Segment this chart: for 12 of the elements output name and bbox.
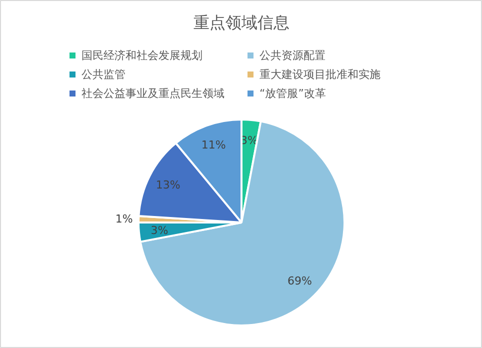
legend-label: 重大建设项目批准和实施: [260, 68, 380, 81]
chart-title: 重点领域信息: [194, 13, 290, 32]
legend-label: 社会公益事业及重点民生领域: [82, 87, 224, 100]
legend-label: 国民经济和社会发展规划: [82, 49, 202, 62]
data-label: 69%: [288, 274, 312, 288]
data-label: 1%: [115, 212, 133, 226]
data-label: 13%: [156, 178, 180, 192]
data-label: 3%: [150, 224, 168, 237]
legend-label: “放管服”改革: [260, 87, 326, 100]
data-label: 11%: [201, 138, 226, 152]
legend-label: 公共监管: [82, 68, 126, 81]
legend-label: 公共资源配置: [260, 49, 326, 62]
